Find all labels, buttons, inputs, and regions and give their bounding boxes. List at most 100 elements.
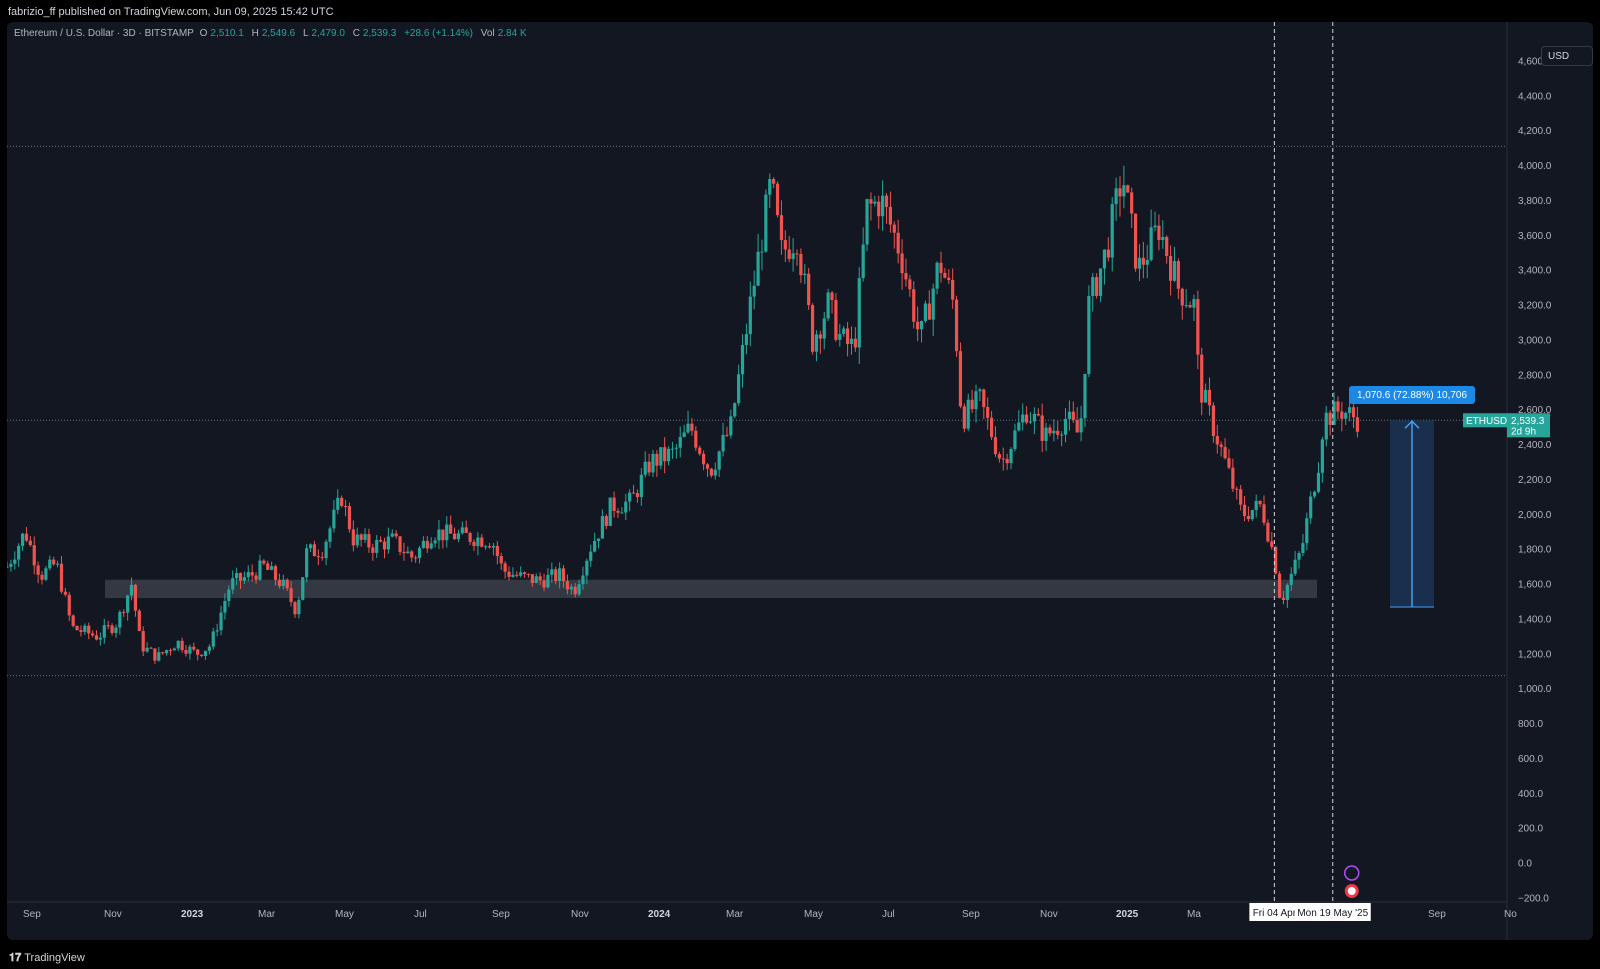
candle-body: [503, 563, 507, 572]
candle-body: [1192, 299, 1196, 308]
candle-body: [246, 572, 250, 578]
candle-body: [542, 580, 546, 588]
candle-body: [199, 654, 204, 656]
candle-body: [207, 646, 211, 651]
candle-body: [390, 533, 394, 537]
time-tick-label: Jul: [882, 909, 895, 920]
candle-body: [293, 602, 297, 615]
candle-body: [1200, 354, 1204, 403]
candle-body: [939, 262, 943, 273]
candle-body: [1239, 489, 1243, 505]
candle-body: [1266, 522, 1270, 542]
symbol-title[interactable]: Ethereum / U.S. Dollar · 3D · BITSTAMP: [14, 28, 194, 39]
candle-body: [1348, 407, 1352, 413]
candle-body: [285, 579, 289, 589]
candle-body: [242, 577, 246, 581]
candle-body: [1215, 436, 1219, 445]
event-lightning-icon: [1343, 865, 1360, 881]
candle-body: [340, 497, 344, 506]
candle-body: [1126, 185, 1130, 193]
candle-body: [1254, 500, 1258, 511]
high-value: 2,549.6: [261, 28, 296, 39]
candle-body: [456, 533, 461, 540]
candle-body: [28, 540, 32, 546]
candle-body: [1219, 444, 1223, 448]
currency-button[interactable]: USD: [1541, 46, 1593, 66]
candle-body: [978, 389, 982, 392]
candle-body: [1056, 430, 1060, 435]
candle-body: [733, 403, 737, 417]
last-price-tag: [1507, 413, 1550, 438]
change-value: +28.6 (+1.14%): [404, 28, 474, 39]
candle-body: [40, 574, 44, 580]
publish-line: fabrizio_ff published on TradingView.com…: [8, 6, 334, 18]
candle-body: [522, 572, 527, 574]
candle-body: [149, 647, 153, 649]
volume-value: 2.84 K: [497, 28, 527, 39]
candle-body: [75, 625, 79, 631]
low-label: L: [302, 28, 309, 39]
candle-body: [635, 493, 640, 498]
candle-body: [519, 572, 523, 576]
candle-body: [986, 407, 990, 418]
candle-body: [694, 430, 698, 448]
candle-body: [670, 448, 675, 450]
candle-body: [437, 529, 441, 541]
candle-body: [1118, 188, 1122, 197]
candle-body: [1032, 413, 1036, 422]
candle-body: [873, 201, 877, 204]
candle-body: [449, 524, 453, 534]
candle-body: [690, 423, 694, 431]
candle-body: [445, 524, 449, 541]
candle-body: [129, 584, 134, 596]
price-tick-label: 3,400.0: [1518, 266, 1552, 277]
candle-body: [406, 551, 410, 554]
candle-body: [1001, 458, 1005, 460]
candle-body: [916, 321, 920, 330]
price-tick-label: 3,800.0: [1518, 196, 1552, 207]
candle-body: [861, 244, 865, 279]
tradingview-logo[interactable]: 𝟏𝟕 TradingView: [9, 952, 85, 965]
candle-body: [91, 633, 95, 636]
date-marker-tag: [1249, 903, 1300, 921]
price-tick-label: 1,200.0: [1518, 649, 1552, 660]
candle-body: [865, 199, 869, 245]
candle-body: [1153, 225, 1157, 228]
candle-body: [561, 568, 566, 582]
chart-pane[interactable]: 4,600.0 4,400.0 4,200.0 4,000.0 3,800.0 3,600…: [7, 22, 1593, 940]
candle-body: [748, 296, 752, 335]
candle-body: [402, 551, 406, 554]
candle-body: [270, 566, 274, 570]
candle-body: [1098, 268, 1103, 296]
candle-body: [1161, 236, 1165, 241]
candle-body: [1336, 401, 1340, 412]
candle-body: [655, 453, 659, 466]
chart-canvas[interactable]: 4,600.0 4,400.0 4,200.0 4,000.0 3,800.0 3,600…: [7, 22, 1593, 940]
candle-body: [834, 299, 838, 340]
candle-body: [581, 575, 585, 585]
candle-body: [982, 389, 986, 408]
candle-body: [133, 584, 138, 611]
candle-body: [44, 568, 48, 580]
candle-body: [118, 611, 122, 628]
candle-body: [355, 534, 359, 546]
candle-body: [110, 625, 114, 633]
candle-body: [499, 556, 503, 564]
date-marker-tag: [1294, 903, 1371, 921]
candle-body: [328, 528, 332, 542]
candle-body: [289, 588, 293, 603]
candle-body: [1312, 491, 1317, 497]
candle-body: [480, 537, 484, 547]
candle-body: [877, 201, 881, 217]
candle-body: [114, 627, 118, 633]
candle-body: [775, 183, 780, 216]
symbol-price-tag: [1463, 413, 1507, 428]
candle-body: [1025, 414, 1029, 423]
candle-body: [161, 652, 165, 654]
candle-body: [756, 251, 760, 286]
high-label: H: [251, 28, 259, 39]
candle-body: [550, 569, 554, 575]
candle-body: [227, 589, 231, 602]
candle-body: [849, 338, 854, 344]
